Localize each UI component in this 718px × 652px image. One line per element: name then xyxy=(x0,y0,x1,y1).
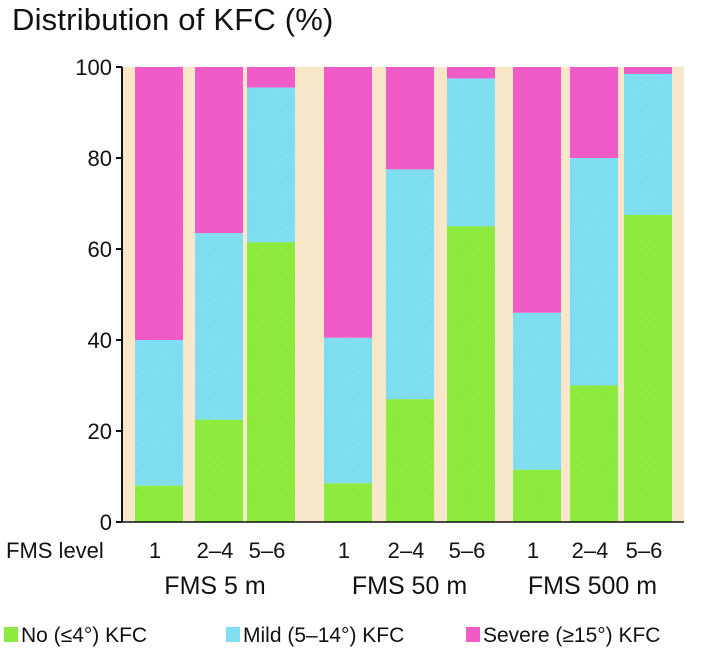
group-label: FMS 500 m xyxy=(528,572,657,600)
bar-texture xyxy=(570,158,618,386)
bar-texture xyxy=(386,399,434,522)
bar-texture xyxy=(324,337,372,484)
bar-texture xyxy=(624,67,672,74)
bar-texture xyxy=(247,87,295,243)
bar-texture xyxy=(447,226,495,522)
bar-texture xyxy=(447,78,495,227)
legend-swatch xyxy=(226,627,240,642)
x-axis: FMS level 1 2–4 5–6 1 2–4 5–6 1 2–4 5–6 FMS 5 m FMS… xyxy=(6,521,684,600)
bar-texture xyxy=(447,67,495,79)
y-tick-label: 20 xyxy=(88,419,112,444)
chart-title: Distribution of KFC (%) xyxy=(12,2,334,37)
y-tick-label: 40 xyxy=(88,328,112,353)
bar-texture xyxy=(324,67,372,338)
category-label: 5–6 xyxy=(449,538,486,563)
x-axis-label: FMS level xyxy=(6,538,104,563)
legend-swatch xyxy=(4,627,18,642)
category-label: 1 xyxy=(527,538,539,563)
bar-texture xyxy=(570,67,618,158)
bar-texture xyxy=(195,67,243,234)
y-tick-label: 80 xyxy=(88,146,112,171)
category-label: 5–6 xyxy=(626,538,663,563)
bar-texture xyxy=(247,67,295,88)
bar-texture xyxy=(135,67,183,340)
legend-label: No (≤4°) KFC xyxy=(21,624,147,647)
y-tick-label: 100 xyxy=(75,55,112,80)
legend: No (≤4°) KFC Mild (5–14°) KFC Severe (≥15°… xyxy=(4,624,660,647)
bar-texture xyxy=(324,483,372,522)
bars xyxy=(135,67,672,523)
bar-texture xyxy=(386,67,434,170)
category-label: 1 xyxy=(338,538,350,563)
y-axis: 0 20 40 60 80 100 xyxy=(75,55,123,535)
group-label: FMS 5 m xyxy=(164,572,265,600)
bar-texture xyxy=(513,67,561,313)
category-label: 2–4 xyxy=(197,538,234,563)
category-label: 1 xyxy=(149,538,161,563)
category-label: 2–4 xyxy=(572,538,609,563)
bar-texture xyxy=(624,73,672,215)
bar-texture xyxy=(513,312,561,470)
category-label: 2–4 xyxy=(388,538,425,563)
legend-label: Severe (≥15°) KFC xyxy=(483,624,660,647)
bar-texture xyxy=(195,233,243,420)
bar-texture xyxy=(135,485,183,522)
bar-texture xyxy=(135,340,183,486)
bar-texture xyxy=(624,214,672,522)
group-label: FMS 50 m xyxy=(352,572,467,600)
legend-swatch xyxy=(466,627,480,642)
bar-texture xyxy=(247,242,295,523)
bar-texture xyxy=(195,419,243,522)
category-label: 5–6 xyxy=(249,538,286,563)
bar-texture xyxy=(570,385,618,522)
bar-texture xyxy=(513,469,561,522)
y-tick-label: 60 xyxy=(88,237,112,262)
legend-label: Mild (5–14°) KFC xyxy=(243,624,404,647)
y-tick-label: 0 xyxy=(100,510,112,535)
bar-texture xyxy=(386,169,434,400)
